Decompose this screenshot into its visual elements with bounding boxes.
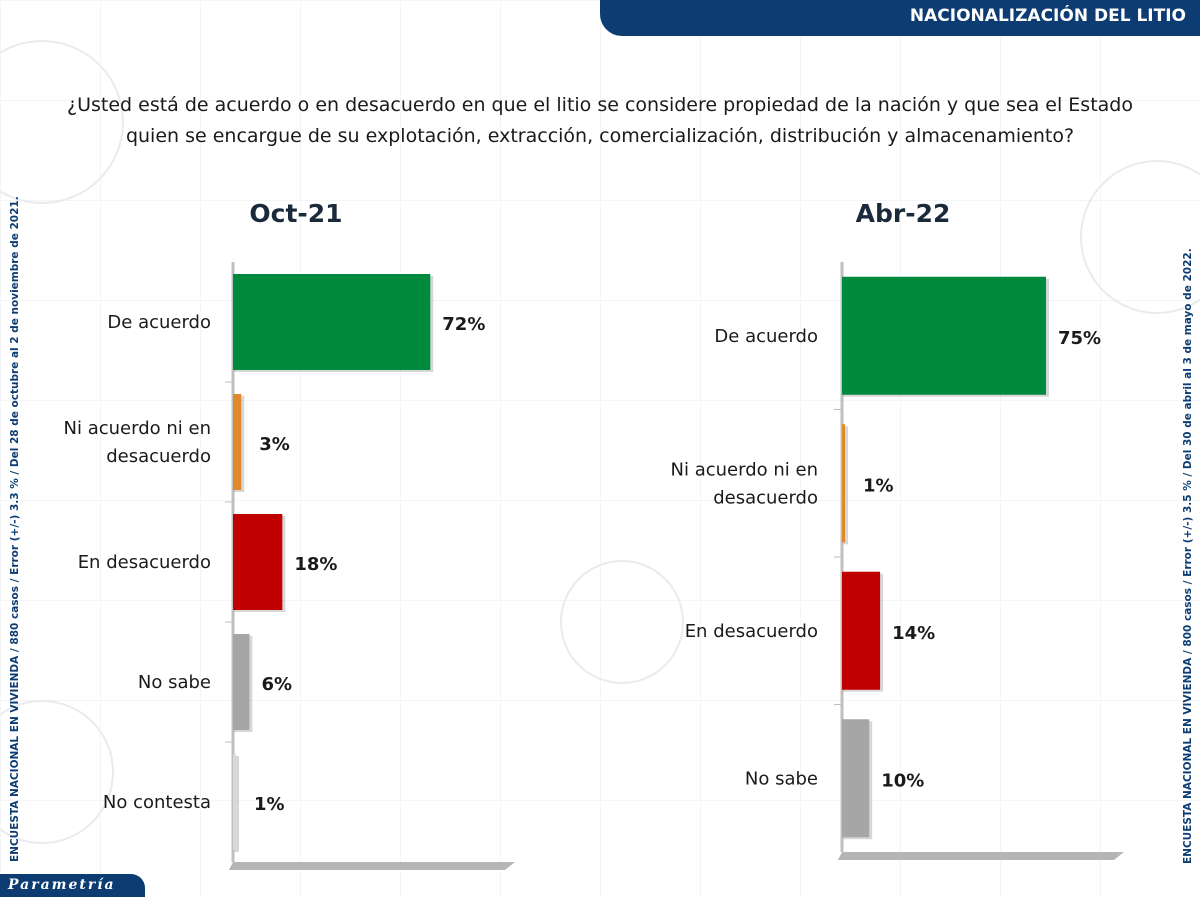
category-label: No contesta	[103, 792, 211, 813]
value-label: 75%	[1058, 328, 1101, 349]
category-label: De acuerdo	[714, 326, 818, 347]
bar-shadow	[843, 426, 848, 545]
header-title: NACIONALIZACIÓN DEL LITIO	[909, 6, 1186, 26]
bar-ni-acuerdo-ni-en-desacuerdo	[842, 424, 845, 543]
category-label: Ni acuerdo ni en	[671, 459, 818, 480]
value-label: 1%	[254, 794, 285, 815]
category-label: De acuerdo	[107, 312, 211, 333]
category-label: No sabe	[138, 672, 211, 693]
value-label: 18%	[294, 554, 337, 575]
category-label: desacuerdo	[713, 487, 818, 508]
value-label: 14%	[892, 623, 935, 644]
chart-1: Abr-22 75% De acuerdo 1% Ni acuerdo ni en des…	[671, 199, 1124, 860]
value-label: 6%	[261, 674, 292, 695]
bar-en-desacuerdo	[842, 571, 881, 690]
bar-no-sabe	[842, 719, 870, 838]
chart-0: Oct-21 72% De acuerdo 3% Ni acuerdo ni en des…	[64, 199, 515, 870]
category-label: desacuerdo	[106, 446, 211, 467]
bar-de-acuerdo	[842, 276, 1046, 395]
bar-no-contesta	[233, 754, 236, 850]
value-label: 1%	[863, 476, 894, 497]
value-label: 10%	[881, 771, 924, 792]
value-label: 72%	[442, 314, 485, 335]
value-label: 3%	[259, 434, 290, 455]
survey-question: ¿Usted está de acuerdo o en desacuerdo e…	[67, 94, 1133, 147]
bar-shadow	[234, 756, 239, 852]
chart-title: Abr-22	[856, 199, 951, 228]
category-label: No sabe	[745, 768, 818, 789]
bar-de-acuerdo	[233, 274, 431, 370]
category-label: En desacuerdo	[78, 552, 211, 573]
watermark-circle	[560, 560, 684, 684]
category-label: En desacuerdo	[685, 621, 818, 642]
bar-no-sabe	[233, 634, 250, 730]
chart-title: Oct-21	[249, 199, 342, 228]
chart-floor	[229, 862, 515, 870]
bar-en-desacuerdo	[233, 514, 283, 610]
category-label: Ni acuerdo ni en	[64, 418, 211, 439]
bar-ni-acuerdo-ni-en-desacuerdo	[233, 394, 242, 490]
chart-floor	[838, 852, 1124, 860]
header-banner: NACIONALIZACIÓN DEL LITIO	[600, 0, 1200, 36]
parametria-logo: Parametría	[0, 874, 145, 897]
